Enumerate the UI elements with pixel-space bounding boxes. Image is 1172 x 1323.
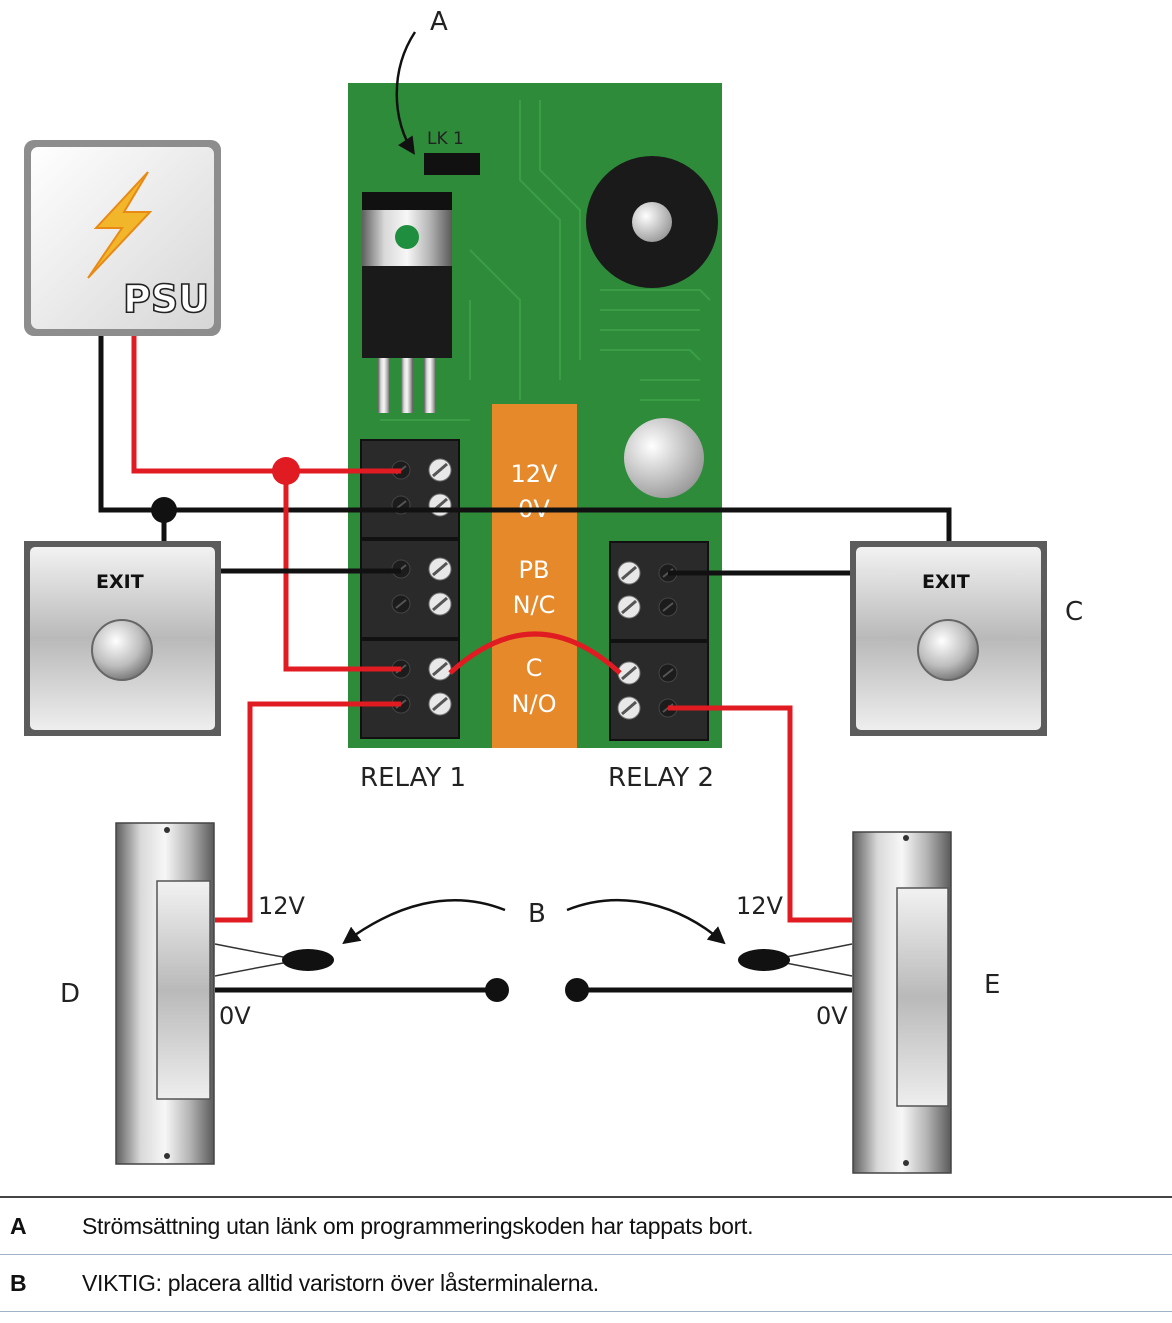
terminal-label-c: C [526,654,543,682]
callout-d: D [60,979,80,1009]
lock-right-0v-end [565,978,589,1002]
terminal-label-no: N/O [512,690,557,718]
lightning-icon [87,171,153,279]
callout-a-arrow [395,31,417,155]
link-lk1-label: LK 1 [427,129,464,149]
callout-b: B [528,899,546,929]
wires [98,336,952,993]
exit-button-right[interactable] [850,541,1047,736]
varistor-left [214,943,334,977]
psu-positive-wire [131,336,401,474]
lock-right-12v-wire [668,705,852,923]
junction-dot-0v [151,497,177,523]
lock-right-0v-label: 0V [816,1002,848,1030]
callout-c: C [1065,597,1083,627]
callout-a: A [430,7,448,37]
voltage-regulator [362,192,452,413]
legend-table: A Strömsättning utan länk om programmeri… [0,1196,1172,1312]
legend-key: A [10,1212,27,1239]
relay2-label: RELAY 2 [608,763,714,793]
terminal-label-12v: 12V [511,460,559,488]
right-terminal-blocks [609,541,709,741]
relay1-common-feed-wire [283,471,401,672]
door-lock-left [115,822,215,1165]
exit-button-left[interactable] [24,541,221,736]
lock-left-12v-wire [215,701,401,923]
callout-b-arrow-left [342,899,506,945]
lock-left-12v-label: 12V [258,892,306,920]
legend-row: A Strömsättning utan länk om programmeri… [0,1196,1172,1255]
left-terminal-blocks [360,439,460,739]
psu-negative-wire [98,336,952,545]
lock-left-0v-end [485,978,509,1002]
link-lk1[interactable] [424,153,480,175]
wiring-diagram: LK 1 12V 0V PB N/C C N/O [24,7,1083,1174]
terminal-label-nc: N/C [513,591,556,619]
legend-text: Strömsättning utan länk om programmering… [82,1212,754,1239]
lock-left-0v-label: 0V [219,1002,251,1030]
legend-row: B VIKTIG: placera alltid varistorn över … [0,1255,1172,1312]
callout-e: E [984,970,1000,1000]
psu-box [24,140,221,336]
junction-dot-12v [272,457,300,485]
button-knob [624,418,704,498]
callout-b-arrow-right [566,899,726,945]
terminal-label-pb: PB [519,556,550,584]
legend-key: B [10,1269,27,1296]
lock-right-12v-label: 12V [736,892,784,920]
buzzer [586,156,718,288]
legend-text: VIKTIG: placera alltid varistorn över lå… [82,1269,599,1296]
exit-right-label: EXIT [922,571,970,593]
door-lock-right [852,831,952,1174]
varistor-right [738,943,853,977]
psu-label: PSU [123,277,209,321]
relay1-label: RELAY 1 [360,763,466,793]
common-link-wire [448,631,622,675]
exit-left-label: EXIT [96,571,144,593]
terminal-label-strip [492,404,577,748]
